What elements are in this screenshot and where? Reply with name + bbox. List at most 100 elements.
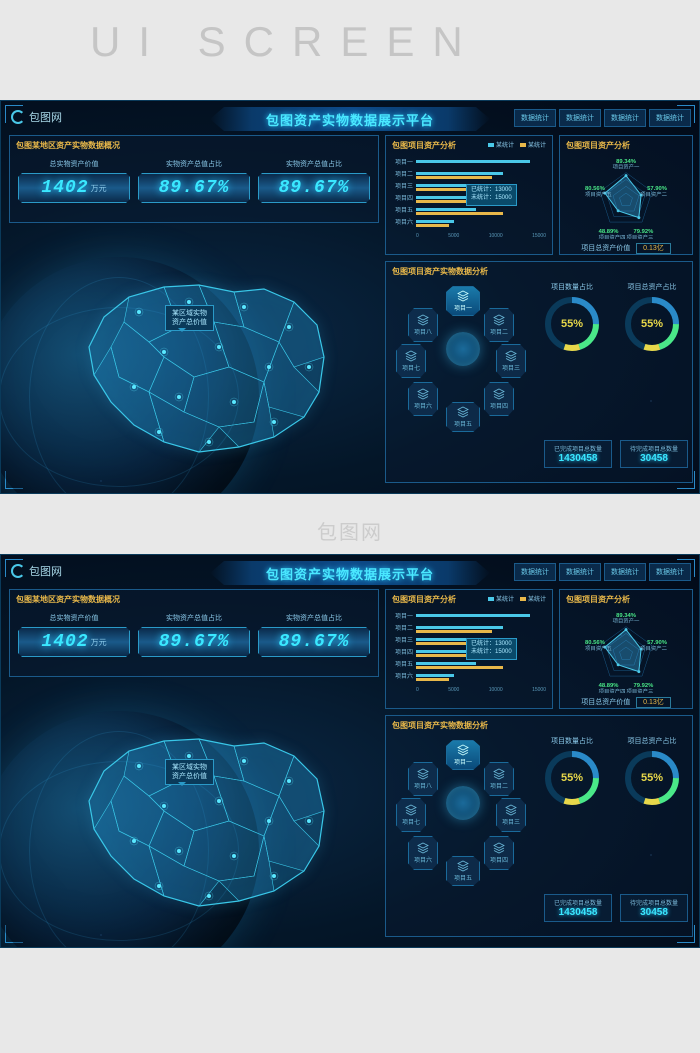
metric: 实物资产总值占比 89.67% [138,613,250,657]
bar-label: 项目三 [392,635,416,644]
radar-footer-label: 项目总资产价值 [581,245,630,252]
stat-label: 待完成项目总数量 [624,444,684,453]
layers-icon [417,842,429,854]
octagon-segment[interactable]: 项目二 [484,762,514,796]
layers-icon [493,314,505,326]
overview-panel: 包图某地区资产实物数据概况 总实物资产价值 1402 万元 实物资产总值占比 8… [9,135,379,223]
nav-button[interactable]: 数据统计 [649,563,691,581]
donut-title: 项目总资产占比 [628,736,677,746]
axis-tick: 15000 [532,687,546,693]
nav-button[interactable]: 数据统计 [604,563,646,581]
metric-box: 1402 万元 [18,627,130,657]
bar-fill [416,678,449,681]
stat-box: 已完成项目总数量 1430458 [544,440,612,468]
legend-item: 某统计 [488,594,514,603]
segment-label: 项目二 [490,327,508,336]
metric-value: 89.67% [159,632,230,652]
octagon-segment[interactable]: 项目三 [496,344,526,378]
map-tooltip-line: 资产总价值 [172,318,207,327]
stat-label: 已完成项目总数量 [548,898,608,907]
stat-value: 30458 [624,453,684,464]
nav-button[interactable]: 数据统计 [559,563,601,581]
axis-tick: 10000 [489,687,503,693]
logo-icon [11,110,25,124]
nav-button[interactable]: 数据统计 [514,563,556,581]
bar-fill [416,176,492,179]
octagon-segment[interactable]: 项目一 [446,740,480,770]
bar-fill [416,160,530,163]
segment-label: 项目五 [454,419,472,428]
overview-title: 包图某地区资产实物数据概况 [10,590,378,609]
bar-axis: 0 5000 10000 15000 [386,687,552,693]
map-tooltip: 某区域实物 资产总价值 [165,305,214,331]
region-map-svg[interactable] [69,701,349,921]
segment-label: 项目八 [414,327,432,336]
overview-title: 包图某地区资产实物数据概况 [10,136,378,155]
donut-chart: 55% [544,296,600,352]
octagon-segment[interactable]: 项目三 [496,798,526,832]
bar-tooltip-line: 未统计：15000 [471,649,512,657]
legend-item: 某统计 [488,140,514,149]
octagon-segment[interactable]: 项目五 [446,856,480,886]
octagon-segment[interactable]: 项目七 [396,344,426,378]
bar-track [416,614,546,617]
logo: 包图网 [11,109,62,125]
segment-label: 项目四 [490,401,508,410]
map-tooltip-line: 某区域实物 [172,309,207,318]
segment-label: 项目二 [490,781,508,790]
bar-label: 项目六 [392,217,416,226]
radar-svg: 89.34% 项目资产一57.90% 项目资产二79.92% 项目资产三48.8… [566,611,686,693]
nav-button[interactable]: 数据统计 [514,109,556,127]
metric-box: 89.67% [258,173,370,203]
layers-icon [457,860,469,872]
segment-label: 项目八 [414,781,432,790]
layers-icon [505,804,517,816]
octagon-segment[interactable]: 项目六 [408,382,438,416]
layers-icon [505,350,517,362]
bar-row: 项目六 [392,217,546,226]
layers-icon [457,744,469,756]
bar-fill [416,654,470,657]
nav-button[interactable]: 数据统计 [649,109,691,127]
octagon-segment[interactable]: 项目五 [446,402,480,432]
header-title: 包图资产实物数据展示平台 [266,564,434,583]
map-area: 某区域实物 资产总价值 [9,681,379,937]
segment-label: 项目六 [414,855,432,864]
layers-icon [457,406,469,418]
octagon-segment[interactable]: 项目一 [446,286,480,316]
metric-value: 89.67% [279,178,350,198]
radar-footer: 项目总资产价值 0.13亿 [560,695,692,709]
octagon-segment[interactable]: 项目四 [484,382,514,416]
header-banner: 包图资产实物数据展示平台 [210,107,490,131]
stat-box: 已完成项目总数量 1430458 [544,894,612,922]
octagon-title: 包图项目资产实物数据分析 [386,716,692,735]
map-tooltip-line: 资产总价值 [172,772,207,781]
stat-box: 待完成项目总数量 30458 [620,440,688,468]
axis-tick: 0 [416,233,419,239]
nav-buttons: 数据统计 数据统计 数据统计 数据统计 [514,563,691,581]
metric: 实物资产总值占比 89.67% [258,613,370,657]
octagon-segment[interactable]: 项目八 [408,308,438,342]
bar-label: 项目一 [392,157,416,166]
dashboard-top: 包图网 包图资产实物数据展示平台 数据统计 数据统计 数据统计 数据统计 包图某… [0,100,700,494]
region-map-svg[interactable] [69,247,349,467]
octagon-segment[interactable]: 项目八 [408,762,438,796]
donut-title: 项目总资产占比 [628,282,677,292]
segment-label: 项目一 [454,757,472,766]
bar-fill [416,666,503,669]
bar-legend: 某统计 某统计 [488,140,546,149]
octagon-segment[interactable]: 项目四 [484,836,514,870]
radar-panel: 包图项目资产分析 89.34% 项目资产一57.90% 项目资产二79.92% … [559,589,693,709]
octagon-segment[interactable]: 项目二 [484,308,514,342]
metric-value: 1402 [41,178,88,198]
octagon-segment[interactable]: 项目七 [396,798,426,832]
nav-button[interactable]: 数据统计 [604,109,646,127]
axis-tick: 10000 [489,233,503,239]
legend-item: 某统计 [520,140,546,149]
nav-button[interactable]: 数据统计 [559,109,601,127]
radar-svg: 89.34% 项目资产一57.90% 项目资产二79.92% 项目资产三48.8… [566,157,686,239]
donut-chart: 55% [624,750,680,806]
radar-footer: 项目总资产价值 0.13亿 [560,241,692,255]
stat-label: 已完成项目总数量 [548,444,608,453]
octagon-segment[interactable]: 项目六 [408,836,438,870]
